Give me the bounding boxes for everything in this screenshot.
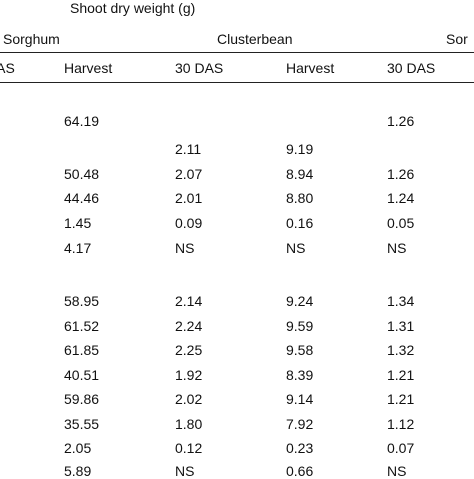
table-cell: 2.05 [64,440,92,456]
table-cell: NS [387,463,407,479]
group-header-sorghum-right: Sor [446,31,468,47]
table-cell: 0.09 [175,215,203,231]
header-rule [0,52,474,53]
table-cell: 2.01 [175,190,203,206]
table-cell: 4.17 [64,240,92,256]
table-cell: 1.21 [387,367,415,383]
table-cell: 2.25 [175,342,203,358]
table-cell: 64.19 [64,113,100,129]
table-cell: 8.94 [286,166,314,182]
table-cell: 5.89 [64,463,92,479]
table-cell: 7.92 [286,416,314,432]
column-header: Harvest [64,60,113,76]
table-cell: 2.11 [175,141,202,157]
table-cell: 1.45 [64,215,92,231]
table-cell: 2.24 [175,318,203,334]
table-cell: 1.80 [175,416,203,432]
column-header: 30 DAS [387,60,436,76]
table-cell: 58.95 [64,293,100,309]
table-cell: NS [175,463,195,479]
table-cell: 9.58 [286,342,314,358]
column-header: DAS [0,60,15,76]
table-cell: 1.26 [387,113,415,129]
table-cell: NS [286,240,306,256]
column-header: Harvest [286,60,335,76]
table-cell: 1.12 [387,416,415,432]
table-cell: 0.05 [387,215,415,231]
table-cell: 35.55 [64,416,100,432]
table-cell: 0.23 [286,440,314,456]
table-cell: 0.16 [286,215,314,231]
table-cell: 1.26 [387,166,415,182]
table-cell: 9.59 [286,318,314,334]
table-cell: 0.66 [286,463,314,479]
table-cell: 8.80 [286,190,314,206]
group-header-sorghum: Sorghum [3,31,60,47]
table-cell: 59.86 [64,391,100,407]
group-header-clusterbean: Clusterbean [217,31,293,47]
table-cell: NS [175,240,195,256]
table-cell: 0.07 [387,440,415,456]
table-cell: 40.51 [64,367,100,383]
table-cell: 61.52 [64,318,100,334]
table-cell: 1.21 [387,391,415,407]
table-cell: 61.85 [64,342,100,358]
table-cell: 1.92 [175,367,203,383]
table-cell: 9.14 [286,391,314,407]
table-cell: 2.02 [175,391,203,407]
table-cell: 2.14 [175,293,203,309]
column-header-rule [0,82,474,83]
table-cell: 50.48 [64,166,100,182]
table-cell: 1.31 [387,318,415,334]
table-cell: 9.24 [286,293,314,309]
table-cell: 9.19 [286,141,314,157]
table-cell: 44.46 [64,190,100,206]
table-cell: 2.07 [175,166,203,182]
table-cell: 0.12 [175,440,203,456]
table-super-title: Shoot dry weight (g) [70,0,196,16]
table-cell: 1.34 [387,293,415,309]
table-cell: NS [387,240,407,256]
column-header: 30 DAS [175,60,224,76]
table-cell: 8.39 [286,367,314,383]
table-cell: 1.24 [387,190,415,206]
table-cell: 1.32 [387,342,415,358]
